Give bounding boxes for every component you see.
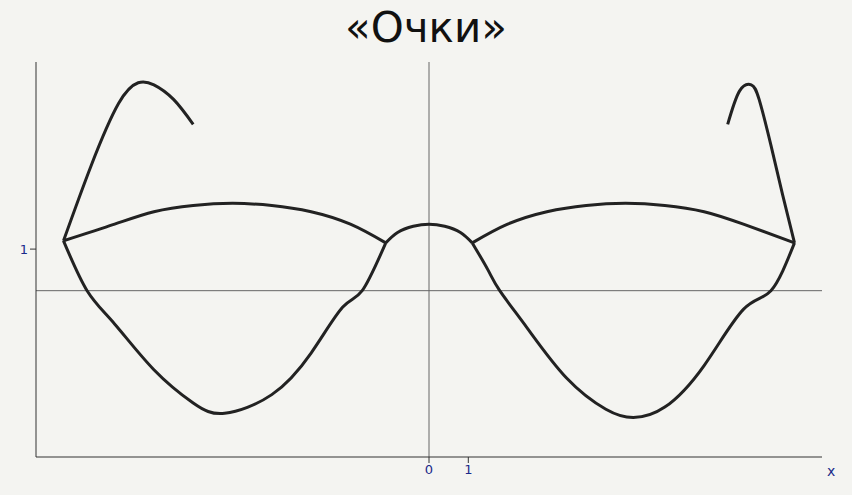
svg-text:0: 0 (425, 462, 433, 477)
svg-text:1: 1 (464, 462, 472, 477)
svg-text:1: 1 (20, 242, 28, 257)
html-text:«Очки»: «Очки» (345, 3, 507, 52)
svg-text:x: x (827, 463, 835, 479)
